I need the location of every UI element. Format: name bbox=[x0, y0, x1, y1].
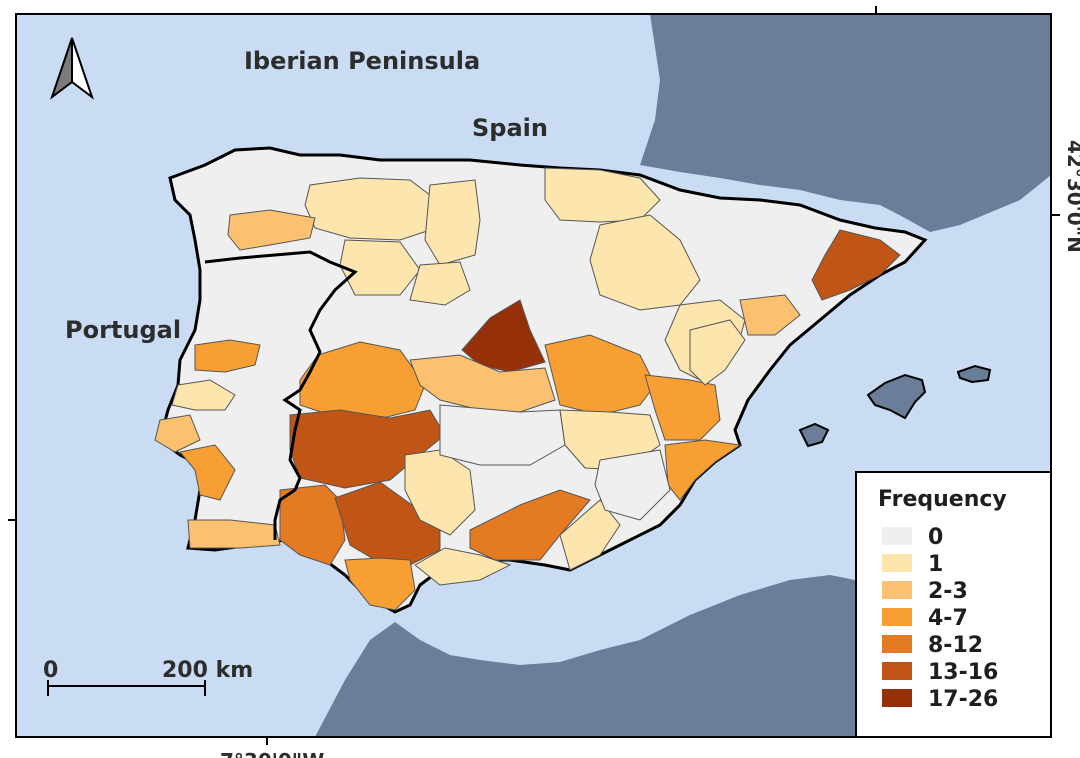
north-arrow-icon bbox=[50, 37, 94, 100]
portugal-label: Portugal bbox=[65, 316, 181, 344]
scale-zero-label: 0 bbox=[43, 658, 58, 683]
province-lisboa bbox=[154, 414, 201, 453]
province-tarragona bbox=[739, 294, 801, 336]
province-burgos bbox=[424, 179, 481, 266]
province-cuenca bbox=[544, 334, 656, 416]
legend-label: 0 bbox=[928, 525, 943, 550]
province-valencia bbox=[644, 374, 721, 441]
legend-swatch bbox=[882, 554, 912, 572]
balearic-ibiza bbox=[798, 422, 830, 448]
portugal-border bbox=[204, 250, 358, 540]
legend-label: 17-26 bbox=[928, 687, 998, 712]
legend-swatch bbox=[882, 635, 912, 653]
legend-swatch bbox=[882, 689, 912, 707]
province-caceres bbox=[299, 341, 426, 421]
province-ourense bbox=[227, 209, 316, 251]
lat-tick-label: 42°30'0"N bbox=[1063, 140, 1080, 253]
province-alicante bbox=[664, 439, 742, 501]
province-cadiz bbox=[344, 557, 416, 611]
lon-tick-label: 7°30'0"W bbox=[220, 749, 324, 758]
province-almeria bbox=[559, 499, 621, 571]
legend-label: 8-12 bbox=[928, 633, 983, 658]
balearic-menorca bbox=[956, 364, 992, 384]
province-coimbra bbox=[194, 339, 261, 373]
province-barcelona bbox=[811, 229, 901, 301]
province-toledo bbox=[409, 354, 556, 413]
scale-bar-icon bbox=[47, 680, 206, 696]
map-frame-border bbox=[15, 13, 1052, 738]
province-murcia bbox=[594, 449, 671, 521]
legend-label: 13-16 bbox=[928, 660, 998, 685]
africa-landmass bbox=[315, 575, 855, 737]
province-leiria bbox=[171, 379, 236, 411]
title-label: Iberian Peninsula bbox=[244, 47, 480, 75]
province-castellon bbox=[689, 319, 746, 386]
legend-swatch bbox=[882, 608, 912, 626]
legend-label: 2-3 bbox=[928, 579, 968, 604]
province-faro bbox=[187, 519, 281, 549]
province-ciudad-real bbox=[439, 404, 566, 466]
spain-label: Spain bbox=[472, 114, 548, 142]
legend-swatch bbox=[882, 581, 912, 599]
province-huelva bbox=[279, 484, 346, 566]
france-landmass bbox=[640, 14, 1051, 232]
provinces bbox=[154, 167, 901, 611]
province-valladolid bbox=[409, 261, 471, 306]
province-setubal bbox=[179, 444, 236, 501]
province-malaga bbox=[414, 547, 512, 586]
province-leon bbox=[304, 177, 431, 241]
balearic-mallorca bbox=[866, 373, 927, 420]
legend-label: 1 bbox=[928, 552, 943, 577]
legend-title: Frequency bbox=[878, 487, 1007, 512]
legend-swatch bbox=[882, 662, 912, 680]
legend-swatch bbox=[882, 527, 912, 545]
legend-label: 4-7 bbox=[928, 606, 968, 631]
scale-max-label: 200 km bbox=[162, 658, 253, 683]
province-sevilla bbox=[334, 481, 441, 566]
